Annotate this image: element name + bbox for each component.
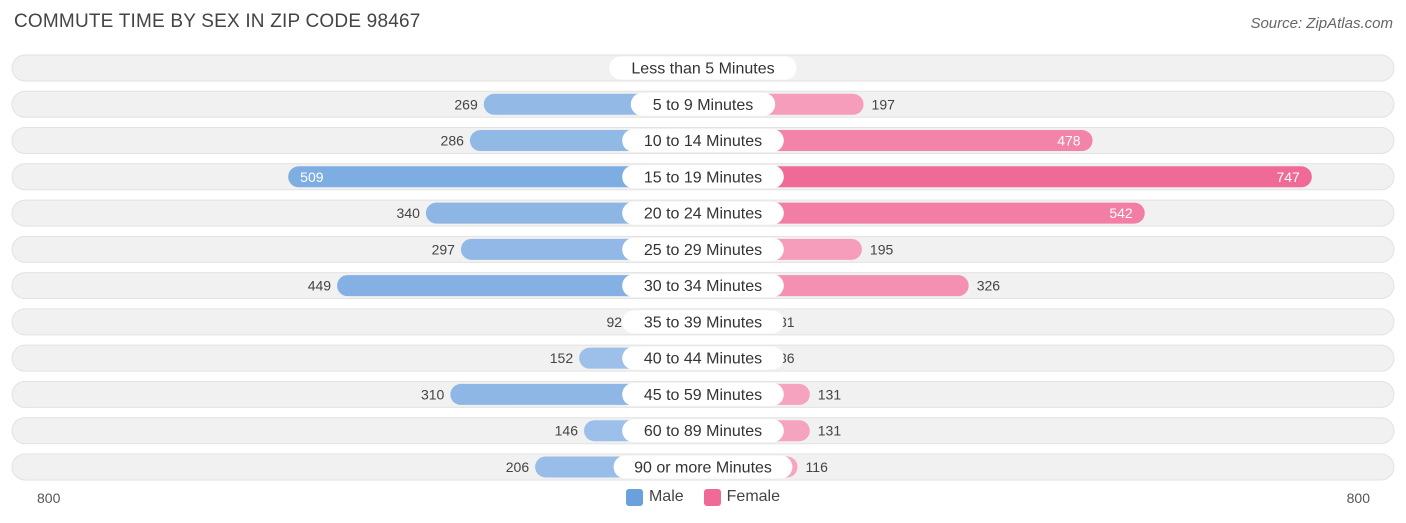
category-label: 25 to 29 Minutes	[644, 242, 762, 259]
legend-label-female: Female	[726, 488, 781, 505]
value-label-female: 131	[818, 386, 842, 402]
category-label: 30 to 34 Minutes	[644, 278, 762, 295]
chart-title: COMMUTE TIME BY SEX IN ZIP CODE 98467	[14, 11, 421, 32]
category-label: 10 to 14 Minutes	[644, 133, 762, 150]
value-label-female: 131	[818, 423, 842, 439]
value-label-male: 286	[441, 133, 465, 149]
legend-item-male: Male	[625, 488, 684, 506]
category-label: 90 or more Minutes	[634, 459, 772, 476]
legend-item-female: Female	[703, 488, 781, 506]
legend-swatch-female	[703, 488, 721, 506]
value-label-female: 326	[977, 278, 1001, 294]
legend-label-male: Male	[648, 488, 684, 505]
category-label: Less than 5 Minutes	[631, 61, 774, 78]
category-pill	[622, 165, 784, 189]
category-label: 40 to 44 Minutes	[644, 351, 762, 368]
value-label-male: 297	[432, 241, 456, 257]
axis-label-right: 800	[1346, 490, 1370, 506]
value-label-male: 340	[397, 205, 421, 221]
chart-source: Source: ZipAtlas.com	[1250, 15, 1393, 32]
category-label: 35 to 39 Minutes	[644, 314, 762, 331]
value-label-female: 478	[1057, 133, 1081, 149]
category-pill	[622, 346, 784, 370]
bar-male	[337, 275, 703, 297]
category-pill	[622, 419, 784, 443]
category-pill	[622, 237, 784, 261]
value-label-female: 197	[872, 96, 896, 112]
legend-swatch-male	[625, 488, 643, 506]
value-label-male: 310	[421, 386, 445, 402]
axis-label-left: 800	[37, 490, 61, 506]
legend: Male Female	[0, 488, 1406, 506]
value-label-female: 195	[870, 241, 894, 257]
category-pill	[613, 455, 793, 479]
category-pill	[630, 92, 776, 116]
category-pill	[622, 382, 784, 406]
category-pill	[622, 274, 784, 298]
category-pill	[622, 129, 784, 153]
value-label-male: 146	[555, 423, 579, 439]
category-label: 45 to 59 Minutes	[644, 387, 762, 404]
value-label-female: 116	[806, 459, 829, 475]
value-label-male: 509	[300, 169, 324, 185]
category-pill	[609, 56, 797, 80]
category-pill	[622, 201, 784, 225]
value-label-female: 747	[1276, 169, 1300, 185]
value-label-female: 542	[1109, 205, 1133, 221]
category-label: 15 to 19 Minutes	[644, 169, 762, 186]
bar-female	[703, 130, 1093, 152]
category-pill	[622, 310, 784, 334]
category-label: 20 to 24 Minutes	[644, 206, 762, 223]
value-label-male: 449	[308, 278, 332, 294]
bar-female	[703, 202, 1145, 224]
value-label-male: 206	[506, 459, 530, 475]
value-label-male: 92	[606, 314, 622, 330]
bar-female	[703, 166, 1312, 188]
bar-male	[288, 166, 703, 188]
category-label: 60 to 89 Minutes	[644, 423, 762, 440]
category-label: 5 to 9 Minutes	[653, 97, 754, 114]
value-label-male: 269	[454, 96, 478, 112]
value-label-male: 152	[550, 350, 574, 366]
